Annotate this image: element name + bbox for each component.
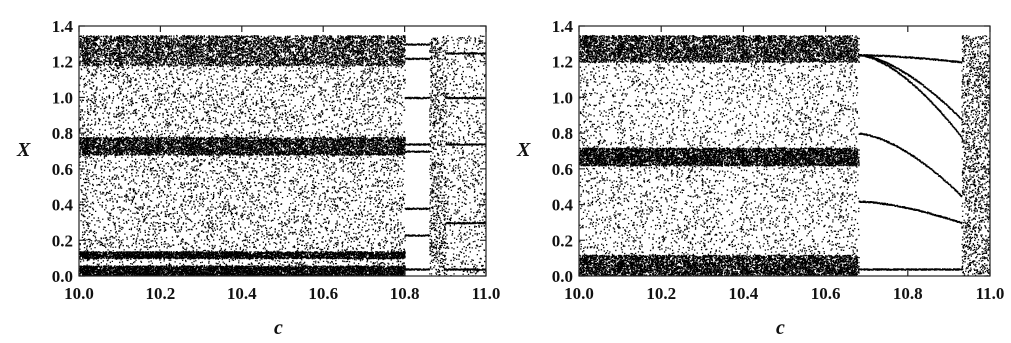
- y-tick-label: 1.4: [552, 17, 574, 36]
- x-tick-label: 10.2: [646, 284, 676, 303]
- left-bifurcation-panel: 10.0 10.2 10.4 10.6 10.8 11.0 0.0 0.2 0.4 0.6 0.8 1…: [16, 17, 500, 339]
- y-tick-label: 1.2: [552, 53, 573, 72]
- y-tick-label: 0.8: [52, 124, 73, 143]
- y-tick-label: 0.6: [552, 160, 573, 179]
- x-tick-label: 10.4: [729, 284, 759, 303]
- y-tick-label: 0.4: [552, 196, 574, 215]
- y-tick-label: 1.4: [52, 17, 74, 36]
- y-tick-label: 0.6: [52, 160, 73, 179]
- x-tick-label: 10.6: [811, 284, 841, 303]
- y-tick-label: 0.0: [552, 267, 573, 286]
- point-cloud: [579, 35, 991, 277]
- x-tick-label: 10.8: [390, 284, 420, 303]
- x-tick-label: 10.0: [564, 284, 594, 303]
- y-tick-label: 0.2: [552, 231, 573, 250]
- scatter-points: [579, 35, 991, 277]
- x-tick-label: 10.8: [893, 284, 923, 303]
- y-tick-label: 0.0: [52, 267, 73, 286]
- y-tick-label: 0.2: [52, 231, 73, 250]
- y-tick-label: 0.4: [52, 196, 74, 215]
- right-bifurcation-panel: 10.0 10.2 10.4 10.6 10.8 11.0 0.0 0.2 0.4 0.6 0.8 1…: [516, 17, 1004, 339]
- y-axis-label: X: [16, 139, 31, 161]
- x-tick-label: 11.0: [472, 284, 501, 303]
- x-tick-label: 11.0: [976, 284, 1005, 303]
- y-axis-label: X: [516, 139, 531, 161]
- y-tick-label: 0.8: [552, 124, 573, 143]
- x-tick-label: 10.0: [64, 284, 94, 303]
- x-axis-label: c: [776, 317, 785, 339]
- y-tick-label: 1.2: [52, 53, 73, 72]
- x-axis-label: c: [274, 317, 283, 339]
- y-tick-label: 1.0: [552, 88, 573, 107]
- point-cloud: [79, 35, 487, 277]
- x-tick-label: 10.2: [146, 284, 176, 303]
- y-tick-label: 1.0: [52, 88, 73, 107]
- x-tick-label: 10.4: [227, 284, 257, 303]
- x-tick-label: 10.6: [308, 284, 338, 303]
- scatter-points: [79, 35, 487, 277]
